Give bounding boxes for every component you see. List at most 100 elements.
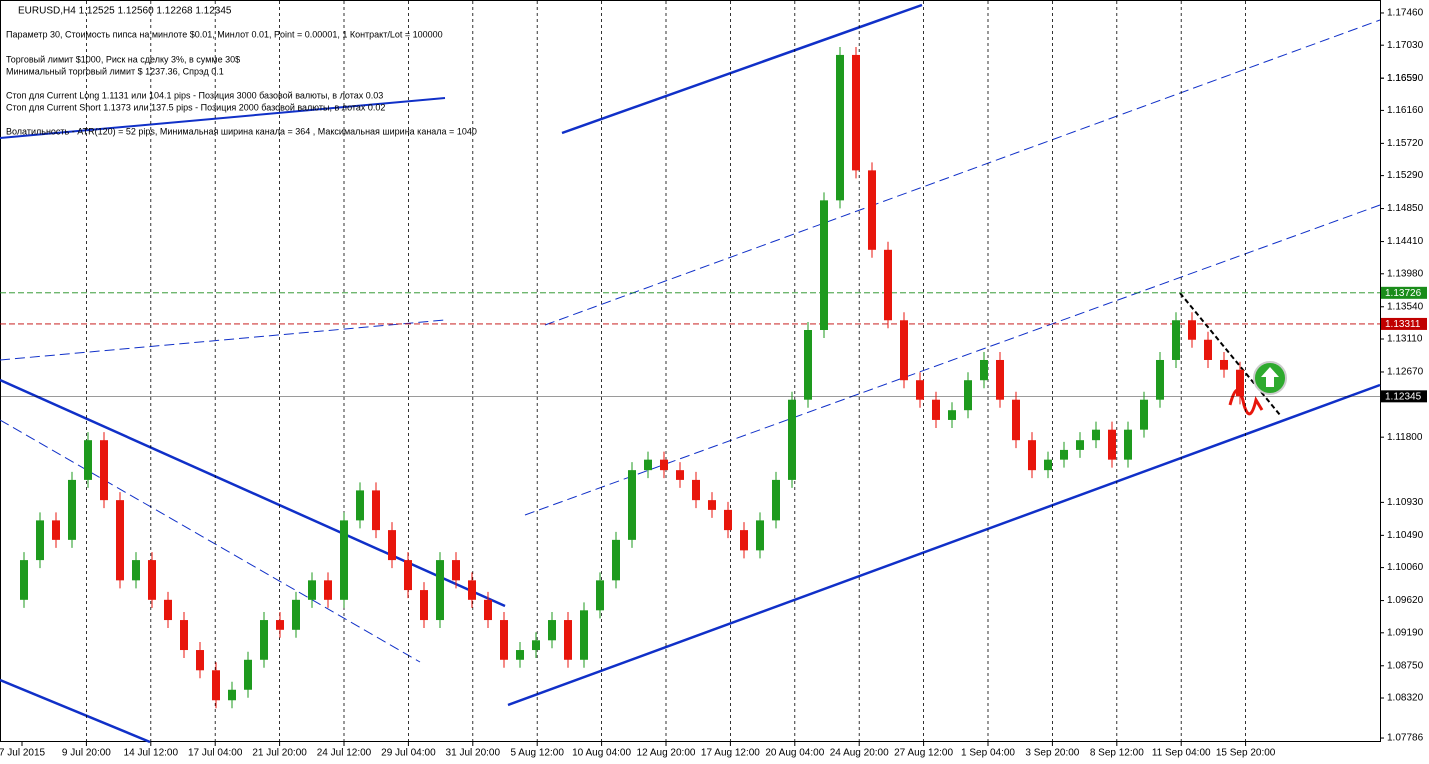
- info-line: Стоп для Current Short 1.1373 или 137.5 …: [6, 102, 385, 112]
- candle-body: [340, 520, 348, 600]
- candle-body: [548, 620, 556, 641]
- candle-body: [420, 590, 428, 621]
- candle-body: [468, 580, 476, 600]
- info-panel: Параметр 30, Стоимость пипса на минлоте …: [6, 29, 477, 136]
- candle-body: [1060, 449, 1068, 460]
- y-tick-label: 1.10060: [1387, 562, 1424, 573]
- candle-body: [996, 359, 1004, 400]
- candle-body: [52, 520, 60, 540]
- candle-body: [228, 689, 236, 701]
- y-tick-label: 1.16590: [1387, 73, 1424, 84]
- candle-body: [660, 459, 668, 471]
- candle-body: [820, 200, 828, 331]
- candle-body: [276, 620, 284, 630]
- candle-body: [324, 580, 332, 600]
- candle-body: [980, 359, 988, 381]
- candle-body: [500, 620, 508, 660]
- candle-body: [852, 54, 860, 171]
- y-tick-label: 1.17030: [1387, 40, 1424, 51]
- x-tick-label: 1 Sep 04:00: [961, 748, 1015, 759]
- candle-body: [900, 320, 908, 381]
- y-tick-label: 1.17460: [1387, 8, 1424, 19]
- candle-body: [580, 610, 588, 660]
- candle-body: [84, 440, 92, 480]
- candle-body: [1124, 429, 1132, 460]
- candle-body: [1220, 359, 1228, 370]
- candle-body: [1236, 369, 1244, 397]
- price-tag-label: 1.13726: [1385, 288, 1422, 299]
- price-tag-label: 1.12345: [1385, 391, 1422, 402]
- candle-body: [1172, 320, 1180, 360]
- x-tick-label: 8 Sep 12:00: [1090, 748, 1144, 759]
- candle-body: [788, 399, 796, 480]
- price-tag: [1381, 317, 1427, 330]
- y-tick-label: 1.07786: [1387, 733, 1424, 744]
- candle-body: [1156, 359, 1164, 400]
- candle-body: [628, 470, 636, 540]
- candle-body: [100, 440, 108, 501]
- trend-line: [0, 97, 446, 139]
- y-tick-label: 1.13110: [1387, 334, 1423, 345]
- trend-line: [0, 678, 151, 744]
- candle-body: [1092, 429, 1100, 441]
- x-tick-label: 9 Jul 20:00: [62, 748, 111, 759]
- candle-body: [132, 560, 140, 581]
- x-tick-label: 14 Jul 12:00: [124, 748, 179, 759]
- x-tick-label: 5 Aug 12:00: [511, 748, 565, 759]
- y-tick-label: 1.11800: [1387, 432, 1423, 443]
- arrow-icon: [1261, 367, 1279, 387]
- plot-area: [0, 0, 1381, 742]
- candle-body: [212, 670, 220, 701]
- channel-line: [0, 419, 421, 663]
- candle-body: [484, 599, 492, 621]
- y-tick-label: 1.10490: [1387, 530, 1424, 541]
- candle-body: [868, 170, 876, 250]
- y-tick-label: 1.10930: [1387, 497, 1424, 508]
- candle-body: [708, 500, 716, 510]
- candle-body: [644, 459, 652, 471]
- x-tick-label: 24 Aug 20:00: [830, 748, 889, 759]
- y-tick-label: 1.13980: [1387, 268, 1424, 279]
- x-tick-label: 17 Jul 04:00: [188, 748, 243, 759]
- info-line: Торговый лимит $1000, Риск на сделку 3%,…: [6, 54, 240, 64]
- price-tag: [1381, 286, 1427, 299]
- candle-body: [244, 659, 252, 690]
- candle-body: [452, 560, 460, 581]
- chart-title: EURUSD,H4 1.12525 1.12560 1.12268 1.1234…: [18, 6, 232, 17]
- candle-body: [180, 620, 188, 651]
- y-tick-label: 1.12670: [1387, 367, 1424, 378]
- candle-body: [564, 620, 572, 660]
- candle-body: [1076, 440, 1084, 450]
- x-tick-label: 15 Sep 20:00: [1216, 748, 1276, 759]
- candle-body: [612, 539, 620, 581]
- candle-body: [740, 530, 748, 551]
- candle-body: [260, 620, 268, 660]
- x-tick-label: 11 Sep 04:00: [1152, 748, 1211, 759]
- x-tick-label: 7 Jul 2015: [0, 748, 46, 759]
- trend-line: [507, 383, 1381, 707]
- candle-body: [404, 560, 412, 591]
- candle-body: [196, 650, 204, 671]
- candle-body: [164, 599, 172, 621]
- candle-body: [1028, 440, 1036, 471]
- x-tick-label: 3 Sep 20:00: [1025, 748, 1079, 759]
- info-line: Параметр 30, Стоимость пипса на минлоте …: [6, 29, 443, 39]
- x-tick-label: 10 Aug 04:00: [572, 748, 631, 759]
- y-tick-label: 1.14410: [1387, 236, 1424, 247]
- x-tick-label: 27 Aug 12:00: [894, 748, 953, 759]
- candle-body: [964, 380, 972, 411]
- x-tick-label: 20 Aug 04:00: [765, 748, 824, 759]
- candle-body: [308, 580, 316, 600]
- price-tag: [1381, 390, 1427, 403]
- candle-body: [532, 640, 540, 651]
- candle-body: [1044, 459, 1052, 471]
- trend-line: [0, 378, 506, 608]
- x-tick-label: 24 Jul 12:00: [317, 748, 372, 759]
- candle-body: [436, 560, 444, 621]
- candle-body: [772, 479, 780, 521]
- x-tick-label: 17 Aug 12:00: [701, 748, 760, 759]
- candle-body: [1108, 429, 1116, 460]
- y-tick-label: 1.13540: [1387, 301, 1424, 312]
- info-line: Минимальный торговый лимит $ 1237.36, Сп…: [6, 66, 224, 76]
